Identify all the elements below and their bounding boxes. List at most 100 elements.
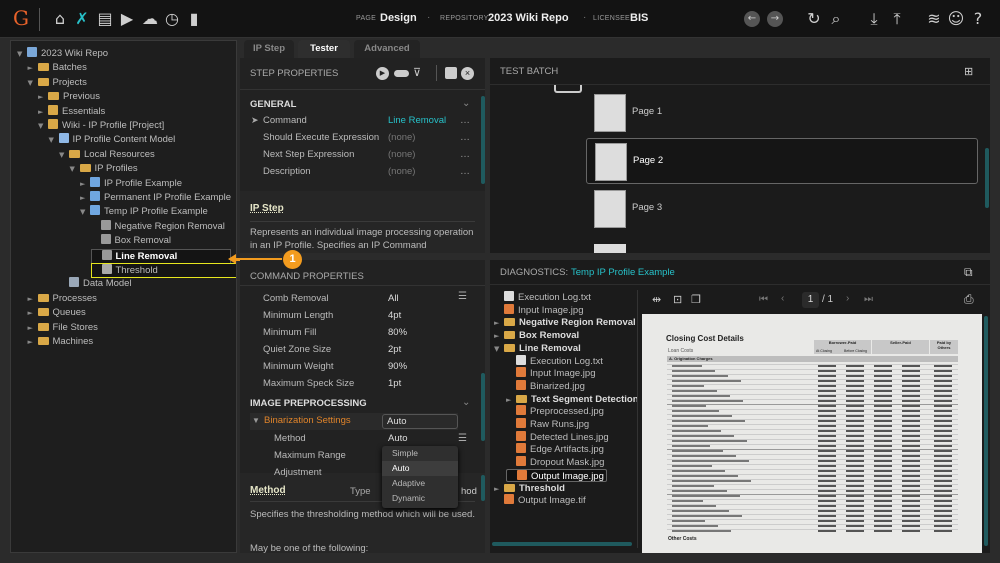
tree-item[interactable]: ▼ Wiki - IP Profile [Project] bbox=[38, 119, 164, 133]
page-number-input[interactable]: 1 bbox=[802, 292, 819, 308]
dropdown-option-dynamic[interactable]: Dynamic bbox=[392, 493, 426, 503]
batch-page[interactable]: Page 1 bbox=[586, 90, 978, 136]
expand-icon[interactable]: ▼ bbox=[252, 416, 260, 425]
dropdown-option-auto[interactable]: Auto bbox=[382, 461, 458, 476]
expand-arrow-icon[interactable]: ► bbox=[27, 323, 33, 332]
file-item[interactable]: Edge Artifacts.jpg bbox=[506, 443, 604, 456]
fit-width-icon[interactable]: ⇹ bbox=[652, 294, 662, 306]
search-icon[interactable]: ⌕ bbox=[831, 9, 841, 28]
tree-item[interactable]: ► Processes bbox=[28, 292, 97, 306]
tree-item[interactable]: ► Previous bbox=[38, 90, 100, 104]
property-value[interactable]: Auto bbox=[388, 433, 408, 444]
batch-page[interactable]: Page 2 bbox=[586, 138, 978, 184]
next-page-icon[interactable]: › bbox=[846, 293, 850, 304]
refresh-icon[interactable]: ↻ bbox=[807, 9, 821, 28]
collapse-icon[interactable]: ⌄ bbox=[462, 397, 471, 408]
property-value[interactable]: (none) bbox=[388, 132, 416, 143]
tree-item[interactable]: ► Queues bbox=[28, 306, 86, 320]
property-value[interactable]: All bbox=[388, 293, 399, 304]
more-icon[interactable]: … bbox=[460, 132, 470, 143]
cloud-upload-icon[interactable]: ☁ bbox=[142, 9, 158, 28]
file-item[interactable]: ▼ Line Removal bbox=[494, 342, 581, 355]
first-page-icon[interactable]: ⏮ bbox=[759, 294, 768, 305]
bar-chart-icon[interactable]: ▮ bbox=[189, 9, 199, 28]
fit-page-icon[interactable]: ⊡ bbox=[673, 294, 683, 306]
expand-arrow-icon[interactable]: ► bbox=[506, 395, 512, 404]
prev-page-icon[interactable]: ‹ bbox=[781, 293, 785, 304]
expand-arrow-icon[interactable]: ► bbox=[80, 179, 86, 188]
tree-item[interactable]: ▼ Projects bbox=[28, 76, 87, 90]
expand-arrow-icon[interactable]: ► bbox=[494, 484, 500, 493]
briefcase-clock-icon[interactable]: ◷ bbox=[165, 9, 179, 28]
file-item[interactable]: ► Negative Region Removal bbox=[494, 316, 636, 329]
list-icon[interactable]: ☰ bbox=[458, 433, 467, 444]
upload-icon[interactable]: ⤒ bbox=[893, 9, 901, 28]
tree-item[interactable]: Line Removal bbox=[90, 248, 231, 264]
more-icon[interactable]: … bbox=[460, 115, 470, 126]
expand-arrow-icon[interactable]: ► bbox=[27, 294, 33, 303]
file-item[interactable]: Detected Lines.jpg bbox=[506, 430, 609, 444]
file-item[interactable]: Input Image.jpg bbox=[494, 303, 584, 317]
property-value[interactable]: (none) bbox=[388, 149, 416, 160]
list-icon[interactable]: ☰ bbox=[458, 291, 467, 302]
tree-item[interactable]: ► IP Profile Example bbox=[80, 176, 182, 191]
expand-arrow-icon[interactable]: ► bbox=[494, 319, 500, 328]
run-icon[interactable]: ▶ bbox=[376, 67, 389, 80]
more-icon[interactable]: … bbox=[460, 166, 470, 177]
tree-item[interactable]: ▼ 2023 Wiki Repo bbox=[17, 47, 108, 61]
tree-item[interactable]: ▼ IP Profile Content Model bbox=[49, 133, 175, 147]
expand-arrow-icon[interactable]: ► bbox=[27, 338, 33, 346]
property-value[interactable]: 4pt bbox=[388, 310, 402, 321]
forward-icon[interactable]: → bbox=[767, 11, 783, 27]
database-icon[interactable]: ≋ bbox=[927, 9, 941, 28]
expand-arrow-icon[interactable]: ► bbox=[494, 332, 500, 341]
save-icon[interactable] bbox=[445, 67, 457, 79]
diagnostics-profile-link[interactable]: Temp IP Profile Example bbox=[571, 267, 675, 278]
toggle-icon[interactable] bbox=[394, 70, 409, 77]
scrollbar[interactable] bbox=[481, 373, 485, 441]
user-icon[interactable]: ☺ bbox=[947, 9, 965, 28]
file-item[interactable]: Raw Runs.jpg bbox=[506, 418, 589, 431]
collapse-icon[interactable]: ⌄ bbox=[462, 98, 471, 109]
file-item[interactable]: Preprocessed.jpg bbox=[506, 405, 604, 418]
tree-item[interactable]: Negative Region Removal bbox=[91, 219, 225, 234]
dropdown-option-adaptive[interactable]: Adaptive bbox=[392, 478, 426, 488]
filter-off-icon[interactable]: ⊽ bbox=[413, 67, 422, 79]
file-item[interactable]: Execution Log.txt bbox=[494, 291, 591, 304]
tab-ip-step[interactable]: IP Step bbox=[244, 40, 294, 58]
collapse-arrow-icon[interactable]: ▼ bbox=[27, 78, 33, 87]
download-icon[interactable]: ⤓ bbox=[870, 9, 878, 28]
close-icon[interactable]: × bbox=[461, 67, 474, 80]
home-icon[interactable]: ⌂ bbox=[54, 9, 66, 28]
file-item[interactable]: ► Threshold bbox=[494, 482, 565, 495]
tree-item[interactable]: ▼ IP Profiles bbox=[70, 162, 138, 176]
play-box-icon[interactable]: ▶ bbox=[120, 9, 134, 28]
help-icon[interactable]: ? bbox=[973, 9, 983, 28]
expand-arrow-icon[interactable]: ► bbox=[27, 309, 33, 318]
open-external-icon[interactable]: ⧉ bbox=[964, 265, 973, 279]
tree-item[interactable]: ► File Stores bbox=[28, 321, 98, 335]
property-value[interactable]: (none) bbox=[388, 166, 416, 177]
collapse-arrow-icon[interactable]: ▼ bbox=[80, 208, 86, 217]
tree-item[interactable]: Threshold bbox=[90, 263, 236, 278]
property-value[interactable]: 80% bbox=[388, 327, 408, 338]
binarization-row[interactable]: ▼ Binarization Settings bbox=[250, 413, 458, 430]
file-item[interactable]: Input Image.jpg bbox=[506, 367, 596, 380]
tree-item[interactable]: ► Batches bbox=[28, 61, 87, 75]
property-value[interactable]: 1pt bbox=[388, 378, 402, 389]
file-item[interactable]: Binarized.jpg bbox=[506, 379, 585, 393]
last-page-icon[interactable]: ⏭ bbox=[864, 294, 873, 305]
back-icon[interactable]: ← bbox=[744, 11, 760, 27]
more-icon[interactable]: … bbox=[460, 149, 470, 160]
tree-item[interactable]: ► Permanent IP Profile Example bbox=[80, 191, 231, 205]
print-icon[interactable]: ⎙ bbox=[964, 292, 974, 306]
scrollbar[interactable] bbox=[984, 316, 988, 546]
file-item[interactable]: Output Image.jpg bbox=[506, 468, 607, 482]
scrollbar[interactable] bbox=[481, 96, 485, 184]
tree-item[interactable]: ► Essentials bbox=[38, 104, 105, 119]
expand-arrow-icon[interactable]: ➤ bbox=[251, 115, 259, 125]
tree-item[interactable]: Data Model bbox=[59, 277, 132, 291]
tab-tester[interactable]: Tester bbox=[298, 40, 350, 58]
dropdown-option-simple[interactable]: Simple bbox=[392, 448, 418, 458]
property-value[interactable]: 2pt bbox=[388, 344, 402, 355]
